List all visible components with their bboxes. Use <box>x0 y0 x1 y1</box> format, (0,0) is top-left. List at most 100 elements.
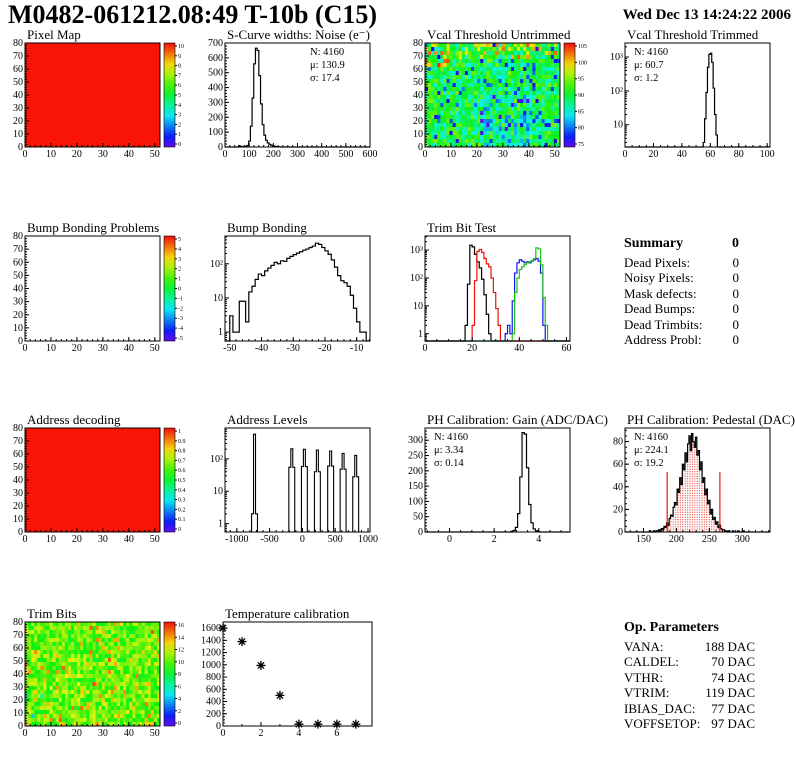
svg-text:200: 200 <box>208 112 223 123</box>
svg-text:N: 4160: N: 4160 <box>434 432 468 443</box>
svg-text:300: 300 <box>408 435 423 446</box>
summary-row: Noisy Pixels: 0 <box>624 270 739 285</box>
svg-text:9: 9 <box>178 54 181 60</box>
svg-text:20: 20 <box>13 501 23 512</box>
svg-text:30: 30 <box>413 103 423 114</box>
svg-text:50: 50 <box>150 534 160 545</box>
svg-text:0: 0 <box>418 527 423 538</box>
svg-text:20: 20 <box>72 728 82 739</box>
svg-text:80: 80 <box>413 38 423 49</box>
chart-title-scurve-noise: S-Curve widths: Noise (e⁻) <box>227 27 370 42</box>
svg-text:10³: 10³ <box>410 245 423 256</box>
svg-text:50: 50 <box>150 343 160 354</box>
timestamp: Wed Dec 13 14:24:22 2006 <box>622 7 791 23</box>
svg-text:600: 600 <box>206 684 221 695</box>
summary-row: Mask defects: 0 <box>624 285 739 301</box>
svg-text:5: 5 <box>178 93 181 99</box>
svg-text:40: 40 <box>124 728 134 739</box>
svg-text:20: 20 <box>72 343 82 354</box>
op-parameters-title: Op. Parameters <box>624 620 719 635</box>
svg-text:200: 200 <box>206 709 221 720</box>
svg-text:20: 20 <box>13 310 23 321</box>
svg-text:50: 50 <box>13 462 23 473</box>
svg-text:10: 10 <box>13 708 23 719</box>
svg-text:0.7: 0.7 <box>178 458 186 464</box>
summary-total: 0 <box>732 236 739 251</box>
svg-text:20: 20 <box>72 149 82 160</box>
svg-text:50: 50 <box>550 149 560 160</box>
svg-text:10: 10 <box>413 129 423 140</box>
svg-text:10: 10 <box>46 728 56 739</box>
svg-text:10²: 10² <box>210 259 223 270</box>
summary-panel: Summary 0 Dead Pixels: 0 Noisy Pixels: 0 M… <box>624 236 739 348</box>
svg-text:8: 8 <box>178 672 181 678</box>
svg-text:12: 12 <box>178 648 184 654</box>
svg-text:-1: -1 <box>178 296 183 302</box>
svg-text:250: 250 <box>702 534 717 545</box>
svg-text:20: 20 <box>648 149 658 160</box>
svg-text:20: 20 <box>72 534 82 545</box>
svg-text:3: 3 <box>178 257 181 263</box>
svg-text:30: 30 <box>98 728 108 739</box>
svg-text:20: 20 <box>413 116 423 127</box>
svg-text:4: 4 <box>178 103 181 109</box>
svg-text:0: 0 <box>23 343 28 354</box>
chart-title-vcal-trimmed: Vcal Threshold Trimmed <box>627 27 759 42</box>
svg-text:μ: 60.7: μ: 60.7 <box>634 60 664 71</box>
svg-text:0: 0 <box>300 534 305 545</box>
svg-text:100: 100 <box>242 149 257 160</box>
svg-text:0.1: 0.1 <box>178 517 186 523</box>
svg-text:105: 105 <box>578 44 587 50</box>
svg-text:60: 60 <box>13 257 23 268</box>
svg-text:16: 16 <box>178 623 184 629</box>
summary-row: Dead Trimbits: 0 <box>624 316 739 332</box>
svg-text:0: 0 <box>618 527 623 538</box>
svg-text:500: 500 <box>338 149 353 160</box>
svg-text:40: 40 <box>514 343 524 354</box>
svg-text:1600: 1600 <box>201 623 221 634</box>
svg-text:30: 30 <box>98 534 108 545</box>
address-decoding-plot: 10.90.80.70.60.50.40.30.20.100 10 20 30 40 50… <box>13 423 186 545</box>
svg-text:7: 7 <box>178 73 181 79</box>
svg-text:0: 0 <box>23 149 28 160</box>
svg-text:0: 0 <box>178 142 181 148</box>
svg-text:70: 70 <box>13 244 23 255</box>
svg-text:4: 4 <box>296 728 301 739</box>
svg-text:30: 30 <box>13 682 23 693</box>
svg-text:50: 50 <box>13 77 23 88</box>
svg-text:90: 90 <box>578 93 584 99</box>
svg-text:50: 50 <box>150 149 160 160</box>
svg-text:10: 10 <box>46 534 56 545</box>
svg-text:-5: -5 <box>178 336 183 342</box>
chart-title-trim-bit-test: Trim Bit Test <box>427 220 497 235</box>
svg-text:10: 10 <box>213 486 223 497</box>
svg-text:30: 30 <box>13 488 23 499</box>
vcal-trimmed-plot: 0 20 40 60 80 100 10 10² 10³ N: 4160 μ: 60.7 σ: 1.2 <box>610 42 775 160</box>
trim-bit-test-plot: 0 20 40 60 1 10 10² 10³ <box>410 235 571 354</box>
svg-text:60: 60 <box>561 343 571 354</box>
svg-text:60: 60 <box>705 149 715 160</box>
svg-text:0: 0 <box>221 728 226 739</box>
scurve-noise-plot: 0 100 200 300 400 500 600010020030040050060070… <box>208 38 378 160</box>
svg-text:80: 80 <box>734 149 744 160</box>
svg-text:1: 1 <box>178 277 181 283</box>
svg-text:μ: 130.9: μ: 130.9 <box>310 60 345 71</box>
svg-text:0.8: 0.8 <box>178 449 186 455</box>
svg-text:60: 60 <box>613 459 623 470</box>
svg-text:-1000: -1000 <box>225 534 248 545</box>
svg-text:30: 30 <box>98 149 108 160</box>
svg-text:μ: 3.34: μ: 3.34 <box>434 445 464 456</box>
svg-text:70: 70 <box>13 630 23 641</box>
svg-text:N: 4160: N: 4160 <box>634 432 668 443</box>
svg-text:σ: 0.14: σ: 0.14 <box>434 458 464 469</box>
svg-text:-4: -4 <box>178 326 183 332</box>
svg-text:30: 30 <box>13 297 23 308</box>
svg-text:0: 0 <box>623 149 628 160</box>
svg-text:-3: -3 <box>178 316 183 322</box>
chart-title-bump-bonding: Bump Bonding <box>227 220 307 235</box>
svg-text:700: 700 <box>208 38 223 49</box>
svg-text:100: 100 <box>208 127 223 138</box>
